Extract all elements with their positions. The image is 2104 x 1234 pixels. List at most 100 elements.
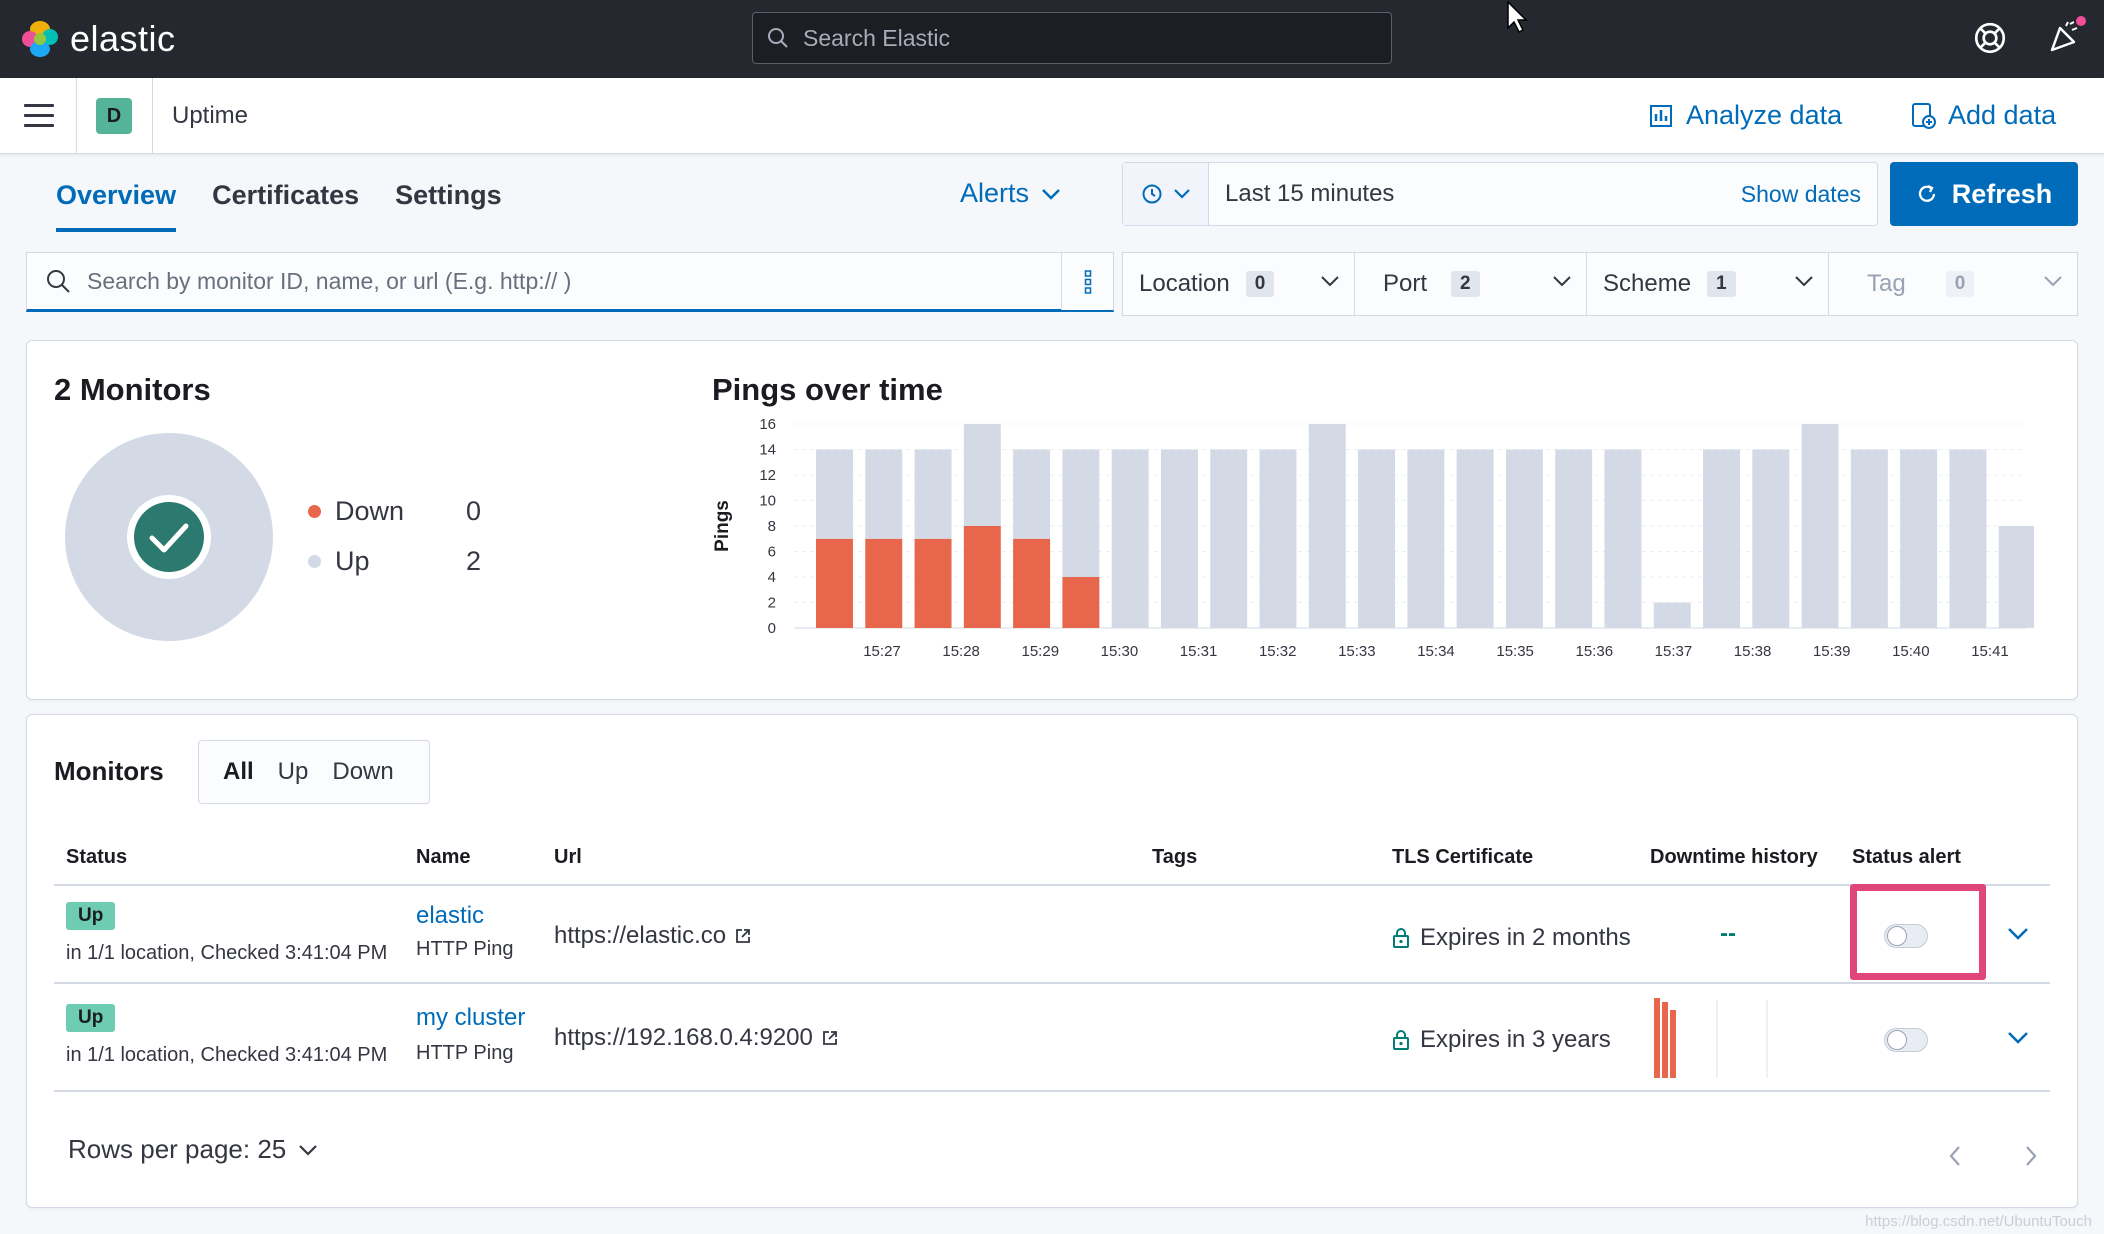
- status-alert-toggle[interactable]: [1884, 924, 1928, 948]
- chart-bar-up[interactable]: [1210, 449, 1248, 629]
- chart-y-tick-label: 4: [768, 569, 776, 586]
- filter-tag[interactable]: Tag 0: [1829, 253, 2077, 315]
- status-alert-toggle[interactable]: [1884, 1028, 1928, 1052]
- monitor-name-link[interactable]: elastic: [416, 902, 485, 929]
- filter-count: 0: [1245, 271, 1275, 297]
- space-avatar[interactable]: D: [96, 98, 132, 134]
- status-badge: Up: [66, 902, 116, 930]
- chart-bar-up[interactable]: [1801, 424, 1839, 628]
- chart-bar-up[interactable]: [1505, 449, 1543, 629]
- date-range-label[interactable]: Last 15 minutes: [1225, 180, 1395, 207]
- quick-select-button[interactable]: [1123, 163, 1209, 225]
- chart-bar-down[interactable]: [865, 538, 903, 628]
- chart-bar-up[interactable]: [1259, 449, 1297, 629]
- alerts-button[interactable]: Alerts: [960, 178, 1061, 209]
- monitor-search-input[interactable]: [87, 267, 1047, 295]
- filter-location[interactable]: Location 0: [1123, 253, 1355, 315]
- refresh-icon: [1918, 184, 1935, 202]
- analyze-data-link[interactable]: Analyze data: [1648, 100, 1842, 131]
- elastic-logo-icon: [20, 19, 60, 59]
- filter-scheme[interactable]: Scheme 1: [1587, 253, 1829, 315]
- menu-icon[interactable]: [24, 104, 54, 128]
- chart-bar-up[interactable]: [1407, 449, 1445, 629]
- tab-certificates[interactable]: Certificates: [212, 180, 360, 210]
- newsfeed-button[interactable]: [2048, 14, 2088, 56]
- chart-bar-down[interactable]: [816, 538, 853, 628]
- chart-bar-up[interactable]: [914, 449, 952, 539]
- chart-bar-up[interactable]: [1062, 449, 1100, 578]
- alerts-label: Alerts: [960, 178, 1030, 208]
- chart-bar-up[interactable]: [1998, 526, 2034, 628]
- kql-options-button[interactable]: [1061, 253, 1113, 310]
- chart-bar-up[interactable]: [1850, 449, 1888, 629]
- previous-page-icon[interactable]: [1948, 1144, 1962, 1168]
- filter-count: 0: [1945, 271, 1975, 297]
- monitor-search[interactable]: [26, 252, 1114, 312]
- chart-bar-up[interactable]: [1358, 449, 1396, 629]
- monitor-type: HTTP Ping: [416, 938, 514, 960]
- chart-x-tick-label: 15:32: [1259, 643, 1297, 660]
- legend-dot-down: [308, 505, 321, 518]
- filter-count: 2: [1451, 271, 1480, 297]
- chevron-down-icon[interactable]: [2006, 1030, 2030, 1046]
- chart-bar-up[interactable]: [1604, 449, 1642, 629]
- chart-x-tick-label: 15:31: [1180, 643, 1218, 660]
- chart-bar-up[interactable]: [1013, 449, 1051, 539]
- chart-bar-up[interactable]: [963, 424, 1001, 526]
- chart-bar-down[interactable]: [914, 538, 952, 628]
- tab-settings[interactable]: Settings: [395, 180, 502, 210]
- date-picker: Last 15 minutes Show dates: [1122, 162, 1878, 226]
- legend-up: Up 2: [308, 546, 481, 577]
- elastic-logo[interactable]: elastic: [20, 18, 176, 60]
- chart-bar-up[interactable]: [1456, 449, 1494, 629]
- monitor-type: HTTP Ping: [416, 1042, 514, 1064]
- chart-x-tick-label: 15:38: [1734, 643, 1772, 660]
- help-icon[interactable]: [1972, 20, 2008, 56]
- chart-bar-up[interactable]: [816, 449, 853, 539]
- chart-bar-up[interactable]: [865, 449, 903, 539]
- add-data-icon: [1912, 102, 1936, 129]
- tab-overview[interactable]: Overview: [38, 160, 186, 232]
- monitor-url-link[interactable]: https://192.168.0.4:9200: [554, 1024, 839, 1052]
- chart-bar-up[interactable]: [1752, 449, 1790, 629]
- chevron-down-icon[interactable]: [2006, 926, 2030, 942]
- column-header-name[interactable]: Name: [416, 846, 471, 868]
- tls-certificate[interactable]: Expires in 3 years: [1392, 1026, 1611, 1054]
- global-search[interactable]: [752, 12, 1392, 64]
- chevron-down-icon: [1795, 276, 1813, 287]
- check-icon: [149, 523, 189, 553]
- column-header-url: Url: [554, 846, 582, 868]
- chart-bar-up[interactable]: [1949, 449, 1987, 629]
- app-header: D Uptime Analyze data Add data: [0, 78, 2104, 154]
- monitor-name-link[interactable]: my cluster: [416, 1004, 526, 1031]
- global-header: elastic: [0, 0, 2104, 78]
- chart-x-tick-label: 15:39: [1813, 643, 1851, 660]
- chart-bar-up[interactable]: [1308, 424, 1346, 628]
- divider: [76, 78, 77, 154]
- chart-bar-up[interactable]: [1111, 449, 1149, 629]
- tls-certificate[interactable]: Expires in 2 months: [1392, 924, 1631, 952]
- legend-up-label: Up: [335, 546, 370, 576]
- filter-port[interactable]: Port 2: [1355, 253, 1587, 315]
- chart-bar-down[interactable]: [1062, 577, 1100, 628]
- global-search-input[interactable]: [803, 24, 1363, 52]
- monitor-url: https://192.168.0.4:9200: [554, 1024, 813, 1051]
- chart-bar-down[interactable]: [1013, 538, 1051, 628]
- monitor-url-link[interactable]: https://elastic.co: [554, 922, 752, 950]
- filter-all-button[interactable]: All: [223, 758, 254, 785]
- chart-bar-up[interactable]: [1653, 602, 1691, 629]
- chart-bar-up[interactable]: [1555, 449, 1593, 629]
- chart-bar-up[interactable]: [1703, 449, 1740, 629]
- rows-per-page-button[interactable]: Rows per page: 25: [68, 1134, 318, 1165]
- filter-down-button[interactable]: Down: [332, 758, 394, 785]
- chart-bar-up[interactable]: [1160, 449, 1198, 629]
- chart-bar-down[interactable]: [963, 526, 1001, 628]
- chart-bar-up[interactable]: [1900, 449, 1938, 629]
- breadcrumb-uptime[interactable]: Uptime: [172, 102, 249, 129]
- show-dates-link[interactable]: Show dates: [1740, 180, 1861, 207]
- filter-up-button[interactable]: Up: [277, 758, 309, 785]
- next-page-icon[interactable]: [2024, 1144, 2038, 1168]
- add-data-link[interactable]: Add data: [1910, 100, 2056, 131]
- column-header-status[interactable]: Status: [66, 846, 128, 868]
- refresh-button[interactable]: Refresh: [1890, 162, 2078, 226]
